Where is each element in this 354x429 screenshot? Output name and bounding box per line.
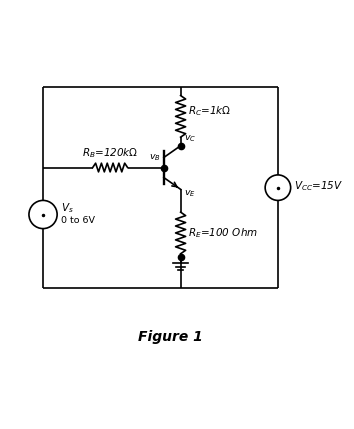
Text: $v_B$: $v_B$ — [149, 153, 161, 163]
Text: $R_E$=100 Ohm: $R_E$=100 Ohm — [188, 226, 258, 240]
Text: $R_C$=1k$\Omega$: $R_C$=1k$\Omega$ — [188, 104, 231, 118]
Text: $V_{CC}$=15V: $V_{CC}$=15V — [294, 179, 343, 193]
Text: $R_B$=120k$\Omega$: $R_B$=120k$\Omega$ — [82, 146, 138, 160]
Text: $v_C$: $v_C$ — [184, 133, 196, 144]
Text: Figure 1: Figure 1 — [138, 330, 203, 344]
Text: $V_s$: $V_s$ — [61, 202, 74, 215]
Text: 0 to 6V: 0 to 6V — [61, 216, 95, 225]
Text: $v_E$: $v_E$ — [184, 188, 196, 199]
